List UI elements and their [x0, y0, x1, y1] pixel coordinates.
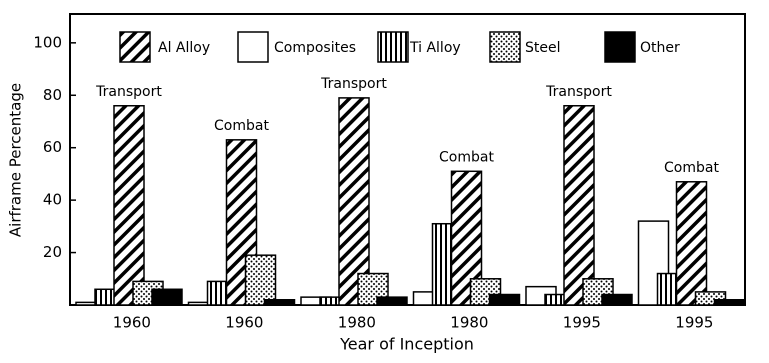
bar	[263, 299, 296, 306]
bar	[488, 293, 521, 306]
y-tick-label: 60	[43, 138, 62, 156]
y-tick-label: 100	[33, 33, 62, 51]
bar	[563, 105, 595, 306]
annotation: Transport	[320, 76, 387, 92]
y-tick-label: 40	[43, 191, 62, 209]
legend-label: Steel	[525, 40, 561, 56]
x-tick-label: 1960	[225, 314, 263, 332]
bar	[376, 296, 408, 306]
legend-label: Composites	[274, 40, 356, 56]
annotation: Transport	[545, 84, 612, 100]
bar	[151, 288, 183, 306]
y-axis-label: Airframe Percentage	[7, 83, 25, 237]
x-tick-label: 1980	[450, 314, 488, 332]
legend-swatch	[489, 31, 521, 63]
y-tick-label: 20	[43, 243, 62, 261]
annotation: Transport	[95, 84, 162, 100]
legend-swatch	[119, 31, 151, 63]
legend-swatch	[604, 31, 636, 63]
x-tick-label: 1980	[338, 314, 376, 332]
bar	[713, 299, 746, 306]
annotation: Combat	[214, 118, 269, 134]
x-tick-label: 1995	[675, 314, 713, 332]
legend-swatch	[377, 31, 409, 63]
x-axis-label: Year of Inception	[339, 335, 474, 354]
x-tick-label: 1960	[113, 314, 151, 332]
legend-label: Al Alloy	[158, 40, 210, 56]
legend-label: Ti Alloy	[409, 40, 461, 56]
bar	[113, 105, 145, 306]
bar	[244, 254, 277, 306]
bar	[601, 293, 633, 306]
legend-swatch	[237, 31, 269, 63]
legend-label: Other	[640, 40, 680, 56]
x-tick-label: 1995	[563, 314, 601, 332]
bar	[675, 181, 708, 306]
bar	[338, 97, 370, 306]
y-tick-label: 80	[43, 86, 62, 104]
annotation: Combat	[664, 160, 719, 176]
annotation: Combat	[439, 149, 494, 165]
